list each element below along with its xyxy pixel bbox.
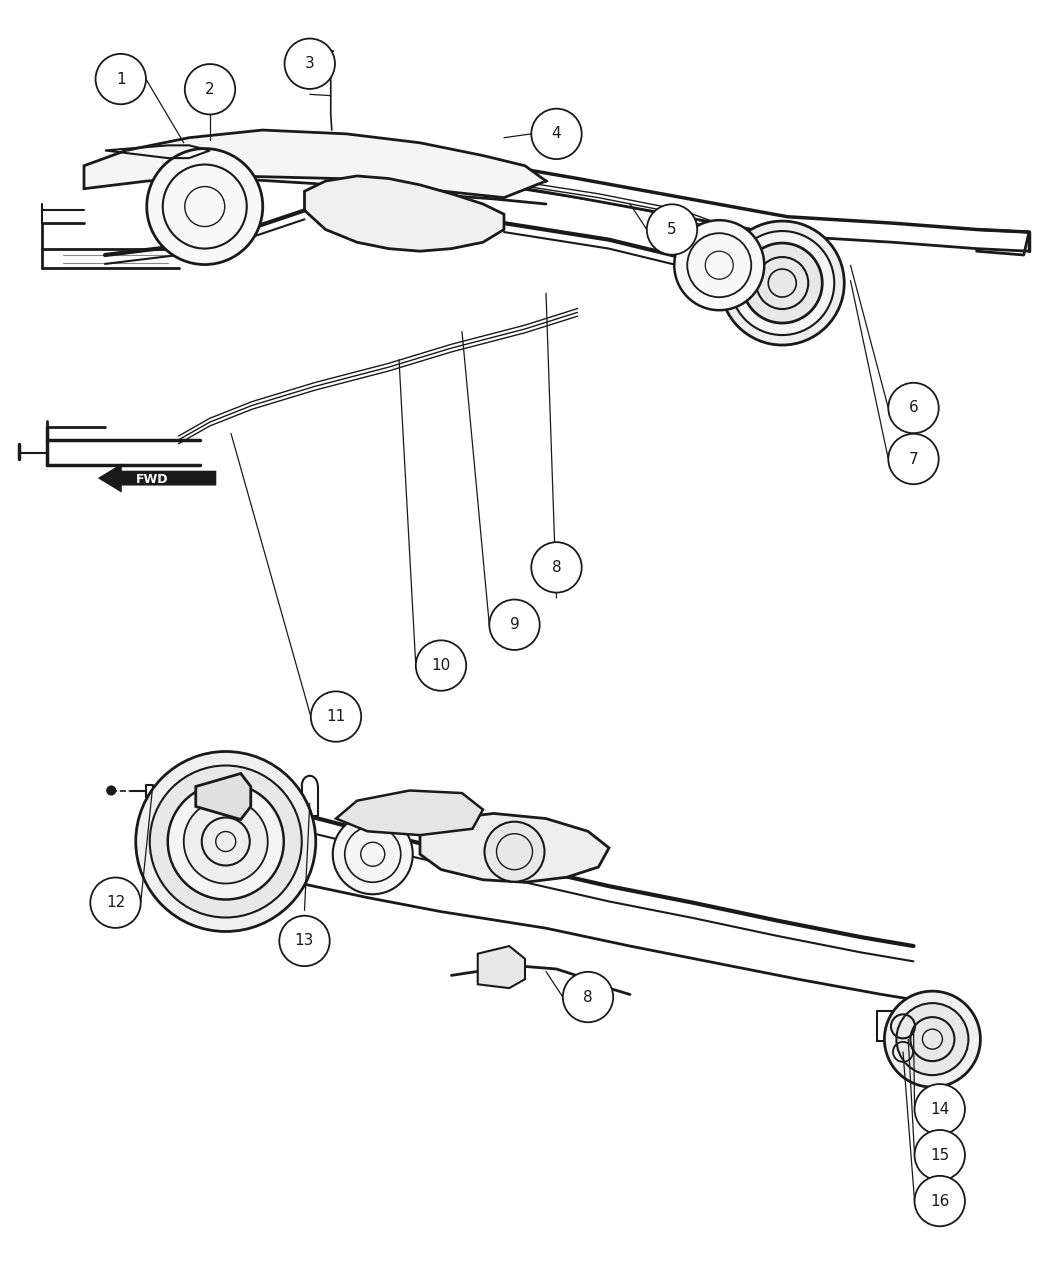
Polygon shape (304, 176, 504, 251)
Circle shape (563, 972, 613, 1023)
Circle shape (96, 54, 146, 105)
Circle shape (285, 38, 335, 89)
Polygon shape (100, 465, 215, 491)
Circle shape (647, 204, 697, 255)
Circle shape (531, 542, 582, 593)
Circle shape (730, 231, 835, 335)
Circle shape (90, 877, 141, 928)
Circle shape (150, 765, 301, 918)
Circle shape (884, 991, 981, 1088)
Text: 7: 7 (908, 451, 919, 467)
Polygon shape (478, 946, 525, 988)
Circle shape (888, 382, 939, 434)
Text: 10: 10 (432, 658, 450, 673)
Text: 12: 12 (106, 895, 125, 910)
Text: 3: 3 (304, 56, 315, 71)
Circle shape (674, 221, 764, 310)
Polygon shape (195, 774, 251, 820)
Circle shape (915, 1084, 965, 1135)
Text: 6: 6 (908, 400, 919, 416)
Polygon shape (420, 813, 609, 882)
Circle shape (333, 815, 413, 894)
Circle shape (168, 784, 284, 899)
Text: 1: 1 (116, 71, 126, 87)
Circle shape (416, 640, 466, 691)
Circle shape (484, 821, 545, 882)
Circle shape (897, 1003, 968, 1075)
Circle shape (311, 691, 361, 742)
Text: 11: 11 (327, 709, 345, 724)
Text: 5: 5 (667, 222, 677, 237)
Text: 9: 9 (509, 617, 520, 632)
Circle shape (135, 751, 316, 932)
Circle shape (147, 149, 262, 264)
Circle shape (915, 1176, 965, 1227)
Circle shape (888, 434, 939, 484)
Text: 16: 16 (930, 1193, 949, 1209)
Text: 15: 15 (930, 1148, 949, 1163)
Text: 14: 14 (930, 1102, 949, 1117)
Circle shape (489, 599, 540, 650)
Circle shape (531, 108, 582, 159)
Circle shape (107, 787, 116, 794)
Text: 2: 2 (205, 82, 215, 97)
Text: 8: 8 (551, 560, 562, 575)
Text: 13: 13 (295, 933, 314, 949)
Text: FWD: FWD (136, 473, 168, 486)
Polygon shape (84, 130, 546, 198)
Circle shape (915, 1130, 965, 1181)
Text: 4: 4 (551, 126, 562, 142)
Circle shape (185, 64, 235, 115)
Circle shape (184, 799, 268, 884)
Text: 8: 8 (583, 989, 593, 1005)
Circle shape (720, 221, 844, 346)
Polygon shape (336, 790, 483, 835)
Circle shape (742, 244, 822, 323)
Circle shape (279, 915, 330, 966)
